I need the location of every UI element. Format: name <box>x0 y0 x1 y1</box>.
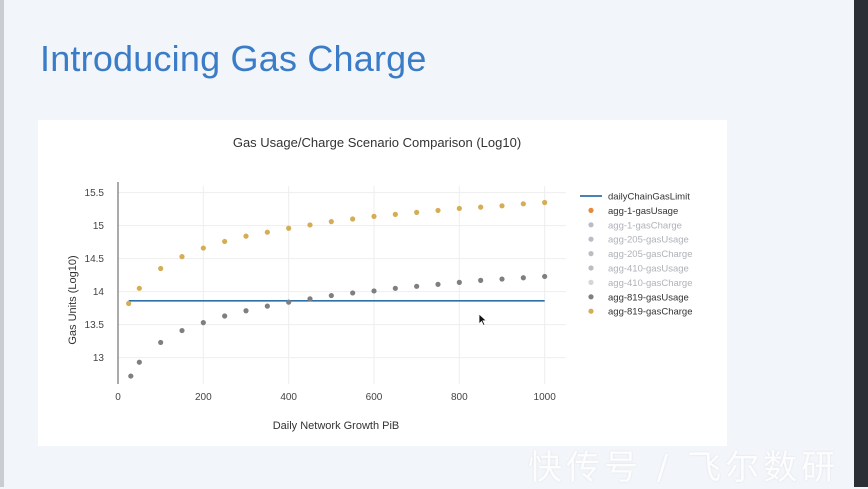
y-tick-label: 15 <box>93 221 105 232</box>
legend-label: dailyChainGasLimit <box>608 192 690 203</box>
data-point-agg-819-gasCharge <box>456 205 462 212</box>
data-point-agg-819-gasCharge <box>542 199 548 206</box>
data-point-agg-819-gasUsage <box>542 273 548 280</box>
data-point-agg-819-gasCharge <box>435 207 441 214</box>
legend-swatch-dot <box>588 265 594 271</box>
data-point-agg-819-gasCharge <box>200 245 206 251</box>
legend-swatch-dot <box>588 279 594 285</box>
legend-label: agg-819-gasCharge <box>608 307 693 318</box>
right-edge <box>854 0 868 487</box>
legend-label: agg-410-gasUsage <box>608 264 689 275</box>
data-point-agg-819-gasCharge <box>286 225 292 231</box>
data-point-agg-819-gasUsage <box>307 296 313 302</box>
data-point-agg-819-gasUsage <box>128 373 134 379</box>
legend-label: agg-205-gasCharge <box>608 249 693 260</box>
legend-swatch-dot <box>588 251 594 257</box>
data-point-agg-819-gasCharge <box>414 209 420 215</box>
data-point-agg-819-gasCharge <box>499 203 505 209</box>
data-point-agg-819-gasUsage <box>243 308 249 314</box>
data-point-agg-819-gasUsage <box>264 303 270 309</box>
chart-title: Gas Usage/Charge Scenario Comparison (Lo… <box>233 135 521 150</box>
data-point-agg-819-gasCharge <box>478 204 484 210</box>
legend-swatch-dot <box>588 294 594 300</box>
data-point-agg-819-gasUsage <box>158 339 164 346</box>
legend-swatch-dot <box>588 236 594 242</box>
data-point-agg-819-gasCharge <box>126 300 132 307</box>
data-point-agg-819-gasCharge <box>392 211 398 217</box>
legend-label: agg-819-gasUsage <box>608 292 689 303</box>
legend-swatch-dot <box>588 308 594 314</box>
y-tick-label: 13.5 <box>85 320 105 331</box>
x-axis-label: Daily Network Growth PiB <box>273 420 400 432</box>
y-axis-label: Gas Units (Log10) <box>67 255 79 344</box>
legend-label: agg-1-gasCharge <box>608 220 682 231</box>
y-tick-label: 15.5 <box>85 188 105 199</box>
legend-label: agg-205-gasUsage <box>608 235 689 246</box>
data-point-agg-819-gasUsage <box>371 288 377 294</box>
data-point-agg-819-gasCharge <box>264 229 270 235</box>
data-point-agg-819-gasUsage <box>200 320 206 326</box>
x-tick-label: 0 <box>115 392 121 403</box>
data-point-agg-819-gasUsage <box>520 275 526 281</box>
data-point-agg-819-gasCharge <box>158 265 164 272</box>
legend-swatch-dot <box>588 207 594 213</box>
data-point-agg-819-gasUsage <box>286 299 292 305</box>
data-point-agg-819-gasUsage <box>136 359 142 365</box>
data-point-agg-819-gasCharge <box>307 222 313 228</box>
legend-label: agg-410-gasCharge <box>608 278 693 289</box>
data-point-agg-819-gasCharge <box>179 254 185 260</box>
data-point-agg-819-gasUsage <box>478 277 484 283</box>
data-point-agg-819-gasCharge <box>222 238 228 245</box>
mouse-cursor-icon <box>478 313 488 327</box>
x-tick-label: 1000 <box>534 392 557 403</box>
x-tick-label: 600 <box>366 392 383 403</box>
slide-title: Introducing Gas Charge <box>40 38 427 79</box>
data-point-agg-819-gasCharge <box>243 233 249 239</box>
y-tick-label: 13 <box>93 353 105 364</box>
data-point-agg-819-gasUsage <box>179 327 185 334</box>
data-point-agg-819-gasCharge <box>328 219 334 225</box>
data-point-agg-819-gasCharge <box>371 213 377 219</box>
data-point-agg-819-gasCharge <box>520 201 526 207</box>
data-point-agg-819-gasUsage <box>456 279 462 285</box>
y-tick-label: 14 <box>93 287 105 298</box>
data-point-agg-819-gasCharge <box>136 285 142 291</box>
data-point-agg-819-gasUsage <box>328 292 334 299</box>
chart-card: Gas Usage/Charge Scenario Comparison (Lo… <box>38 120 727 446</box>
left-edge <box>0 0 4 487</box>
data-point-agg-819-gasUsage <box>222 313 228 319</box>
data-point-agg-819-gasUsage <box>414 283 420 289</box>
legend-label: agg-1-gasUsage <box>608 206 678 217</box>
data-point-agg-819-gasUsage <box>499 276 505 282</box>
x-tick-label: 400 <box>280 392 297 403</box>
data-point-agg-819-gasUsage <box>435 281 441 287</box>
x-tick-label: 800 <box>451 392 468 403</box>
watermark: 快传号 / 飞尔数研 <box>528 448 840 488</box>
chart: Gas Usage/Charge Scenario Comparison (Lo… <box>67 135 693 432</box>
data-point-agg-819-gasUsage <box>392 285 398 291</box>
y-tick-label: 14.5 <box>85 254 105 265</box>
data-point-agg-819-gasUsage <box>350 290 356 296</box>
x-tick-label: 200 <box>195 392 212 403</box>
data-point-agg-819-gasCharge <box>350 216 356 222</box>
legend-swatch-dot <box>588 222 594 228</box>
